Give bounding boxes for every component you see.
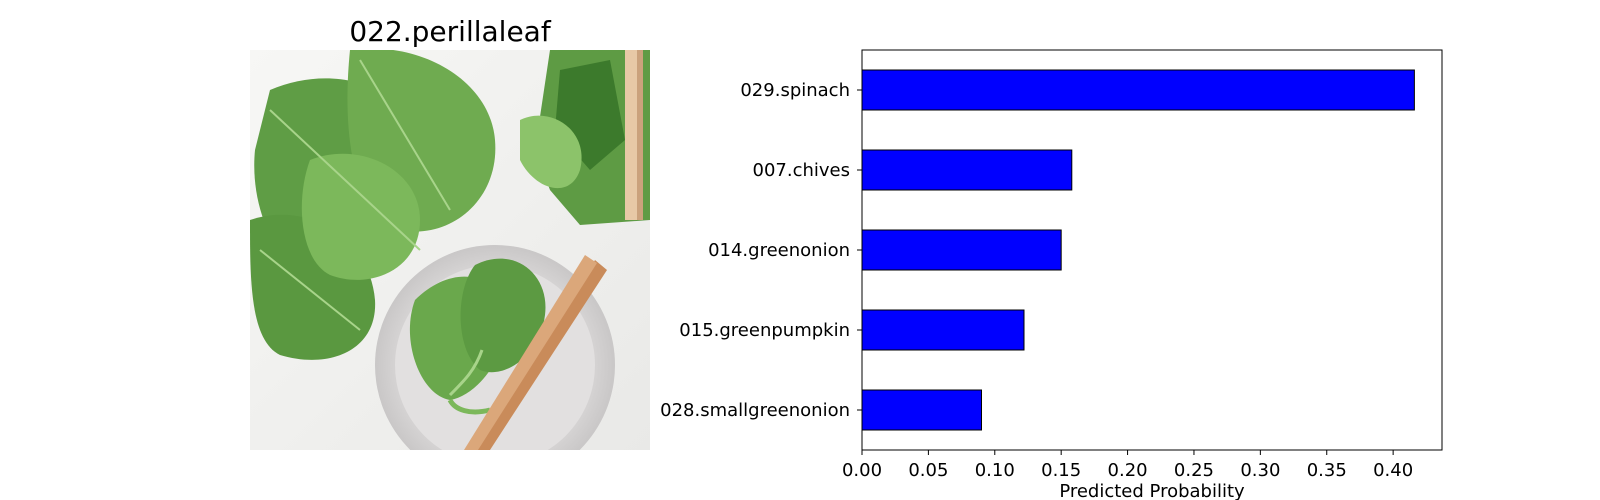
y-tick-label: 029.spinach: [740, 80, 850, 101]
bar-029.spinach: [861, 69, 1415, 111]
y-tick-label: 028.smallgreenonion: [660, 400, 850, 421]
y-tick-label: 007.chives: [753, 160, 851, 181]
bar-028.smallgreenonion: [861, 389, 983, 431]
perilla-leaf-illustration: [250, 50, 650, 450]
x-axis-label: Predicted Probability: [1059, 481, 1245, 500]
x-tick-label: 0.20: [1108, 460, 1148, 481]
x-tick-label: 0.00: [842, 460, 882, 481]
x-tick-label: 0.05: [908, 460, 948, 481]
y-tick-label: 014.greenonion: [708, 240, 850, 261]
chopsticks: [464, 255, 607, 450]
y-tick-labels: 029.spinach 007.chives 014.greenonion 015.g…: [660, 80, 862, 421]
x-tick-label: 0.40: [1373, 460, 1413, 481]
bar-014.greenonion: [861, 229, 1062, 271]
bars-group: [861, 69, 1415, 431]
bar-015.greenpumpkin: [861, 309, 1025, 351]
x-tick-label: 0.10: [975, 460, 1015, 481]
y-tick-label: 015.greenpumpkin: [679, 320, 850, 341]
x-tick-label: 0.30: [1240, 460, 1280, 481]
x-ticks: 0.00 0.05 0.10 0.15 0.20 0.25 0.30 0.35 0.40: [842, 450, 1413, 481]
x-tick-label: 0.15: [1041, 460, 1081, 481]
bar-007.chives: [861, 149, 1073, 191]
x-tick-label: 0.35: [1307, 460, 1347, 481]
perilla-leaves-plate: [409, 258, 546, 415]
perilla-leaf-photo: [250, 50, 650, 450]
perilla-leaves-left: [250, 50, 496, 360]
image-title: 022.perillaleaf: [349, 15, 551, 48]
greens-cluster: [520, 50, 650, 225]
x-tick-label: 0.25: [1174, 460, 1214, 481]
